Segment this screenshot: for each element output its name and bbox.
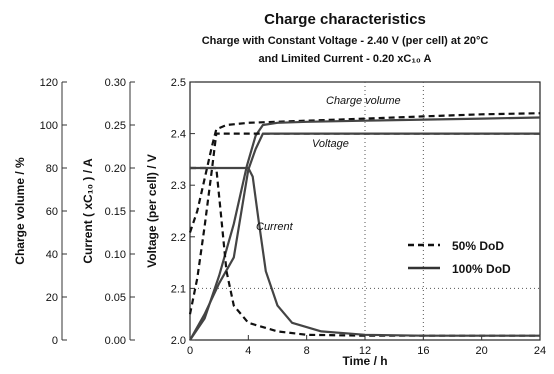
chart-subtitle-line-1: Charge with Constant Voltage - 2.40 V (p… [202, 35, 489, 47]
x-axis-label: Time / h [342, 354, 387, 368]
series-line-charge-100-dod [189, 116, 541, 341]
charge-tick-label: 60 [46, 206, 58, 218]
charge-tick-label: 100 [40, 120, 58, 132]
current-annotation: Current [256, 221, 294, 233]
charge-tick-label: 20 [46, 292, 58, 304]
voltage-tick-label: 2.0 [171, 335, 186, 347]
voltage-tick-label: 2.5 [171, 77, 186, 89]
charge-tick-label: 0 [52, 335, 58, 347]
x-tick-label: 4 [245, 345, 251, 357]
x-tick-label: 20 [476, 345, 488, 357]
current-axis-label: Current ( xC₁₀ ) / A [81, 158, 95, 264]
current-tick-label: 0.10 [105, 249, 126, 261]
grid [190, 82, 540, 340]
voltage-annotation: Voltage [312, 138, 349, 150]
current-tick-label: 0.15 [105, 206, 126, 218]
legend: 50% DoD 100% DoD [408, 239, 511, 276]
chart-title: Charge characteristics [264, 11, 426, 28]
current-tick-label: 0.20 [105, 163, 126, 175]
x-tick-label: 12 [359, 345, 371, 357]
current-tick-label: 0.30 [105, 77, 126, 89]
voltage-tick-label: 2.1 [171, 283, 186, 295]
x-tick-label: 16 [417, 345, 429, 357]
current-tick-label: 0.00 [105, 335, 126, 347]
series-line-current-100-dod [190, 166, 540, 337]
series-line-charge-50-dod [188, 112, 541, 233]
voltage-axis-label: Voltage (per cell) / V [145, 154, 159, 268]
x-tick-label: 24 [534, 345, 546, 357]
current-tick-label: 0.05 [105, 292, 126, 304]
series-line-voltage-100-dod [189, 132, 540, 341]
charge-axis-label: Charge volume / % [13, 157, 27, 265]
axis-ticks: 0204060801001200.000.050.100.150.200.250… [40, 77, 546, 357]
x-tick-label: 8 [304, 345, 310, 357]
charge-tick-label: 80 [46, 163, 58, 175]
charge-tick-label: 40 [46, 249, 58, 261]
charge-volume-annotation: Charge volume [326, 95, 401, 107]
legend-label-50-dod: 50% DoD [452, 239, 504, 253]
chart-subtitle-line-2: and Limited Current - 0.20 xC₁₀ A [259, 53, 432, 65]
current-tick-label: 0.25 [105, 120, 126, 132]
voltage-tick-label: 2.4 [171, 129, 186, 141]
x-tick-label: 0 [187, 345, 193, 357]
voltage-tick-label: 2.3 [171, 180, 186, 192]
charge-tick-label: 120 [40, 77, 58, 89]
series-line-voltage-50-dod [188, 132, 540, 315]
voltage-tick-label: 2.2 [171, 232, 186, 244]
legend-label-100-dod: 100% DoD [452, 262, 511, 276]
series [188, 112, 541, 341]
